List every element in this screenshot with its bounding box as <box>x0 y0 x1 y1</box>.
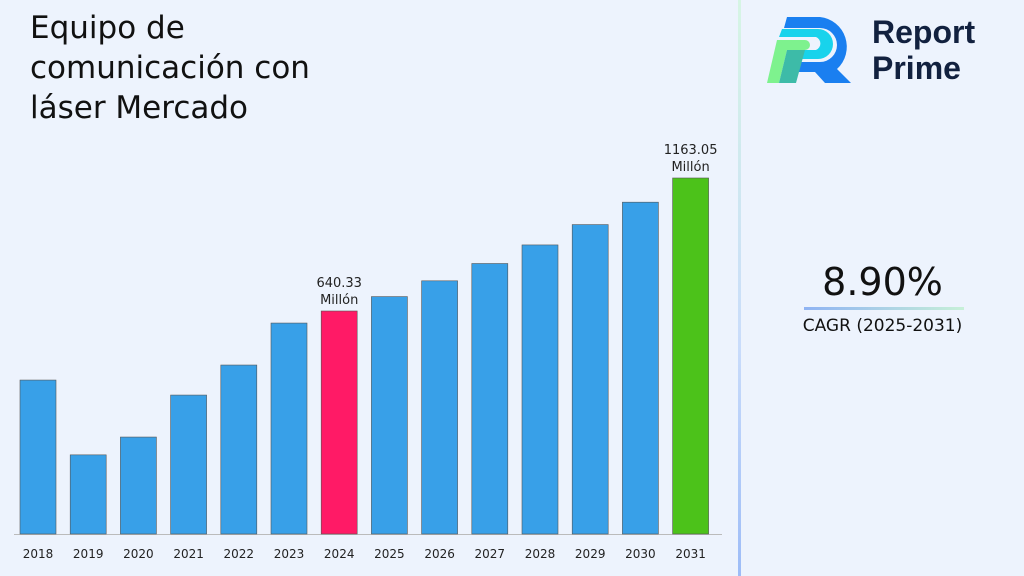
x-tick-label: 2029 <box>575 547 606 561</box>
brand-line2: Prime <box>872 50 961 86</box>
x-tick-label: 2020 <box>123 547 154 561</box>
cagr-underline <box>804 307 964 310</box>
data-label-unit: Millón <box>320 293 358 308</box>
x-tick-label: 2019 <box>73 547 104 561</box>
x-tick-label: 2021 <box>173 547 204 561</box>
bar-2019 <box>69 454 107 535</box>
divider <box>738 0 741 576</box>
report-prime-logo-icon <box>767 17 851 83</box>
cagr-value: 8.90% <box>822 260 943 304</box>
x-tick-label: 2030 <box>625 547 656 561</box>
bar-2026 <box>421 280 458 535</box>
bar-2028 <box>521 244 559 535</box>
bar-chart: 2018 2019 2020 2021 2022 2023 2024 640.33 Millón… <box>14 143 722 561</box>
x-tick-label: 2022 <box>224 547 255 561</box>
x-tick-label: 2024 <box>324 547 355 561</box>
x-tick-label: 2031 <box>675 547 706 561</box>
data-label-unit: Millón <box>671 160 709 175</box>
bar-2018 <box>19 379 57 535</box>
bar-2020 <box>120 436 157 535</box>
brand-name: Report Prime <box>872 14 975 86</box>
x-tick-label: 2027 <box>475 547 506 561</box>
bar-2024 <box>320 310 358 535</box>
x-tick-label: 2023 <box>274 547 305 561</box>
bar-2025 <box>371 296 408 535</box>
data-label-value: 640.33 <box>316 276 362 291</box>
data-label-value: 1163.05 <box>664 143 718 158</box>
x-tick-label: 2025 <box>374 547 405 561</box>
chart-title: Equipo de comunicación con láser Mercado <box>30 10 310 126</box>
bar-2022 <box>220 364 258 535</box>
bar-2031 <box>672 177 709 535</box>
cagr-label: CAGR (2025-2031) <box>802 316 963 336</box>
x-tick-label: 2026 <box>424 547 455 561</box>
brand-line1: Report <box>872 14 976 50</box>
bar-2021 <box>170 394 207 535</box>
bar-2030 <box>622 201 659 535</box>
x-tick-label: 2018 <box>23 547 54 561</box>
bar-2029 <box>571 224 609 535</box>
bar-2023 <box>270 322 308 535</box>
x-tick-label: 2028 <box>525 547 556 561</box>
bar-2027 <box>471 263 509 535</box>
